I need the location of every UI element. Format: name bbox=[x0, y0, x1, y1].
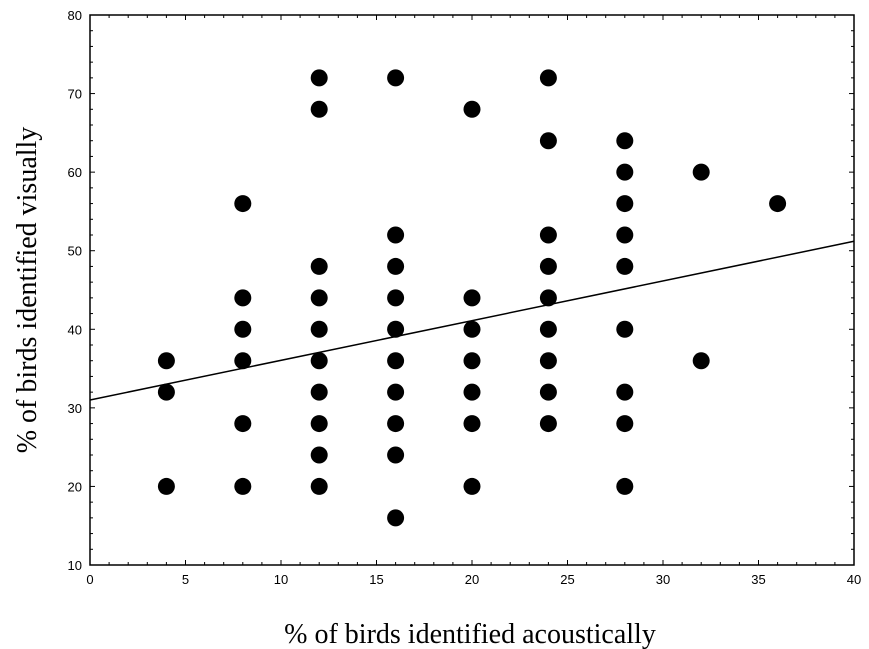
data-point bbox=[310, 477, 328, 495]
data-point bbox=[692, 352, 710, 370]
x-tick-label: 15 bbox=[369, 572, 383, 587]
data-point bbox=[463, 320, 481, 338]
data-point bbox=[539, 289, 557, 307]
data-point bbox=[463, 383, 481, 401]
data-point bbox=[463, 289, 481, 307]
data-point bbox=[539, 226, 557, 244]
x-tick-labels: 0 5 10 15 20 25 30 35 40 bbox=[86, 572, 861, 587]
data-point bbox=[616, 415, 634, 433]
x-tick-label: 40 bbox=[847, 572, 861, 587]
data-points bbox=[157, 69, 787, 527]
axis-ticks bbox=[89, 14, 855, 566]
data-point bbox=[539, 132, 557, 150]
x-tick-label: 30 bbox=[656, 572, 670, 587]
data-point bbox=[387, 69, 405, 87]
data-point bbox=[234, 415, 252, 433]
data-point bbox=[616, 132, 634, 150]
data-point bbox=[463, 415, 481, 433]
x-tick-label: 5 bbox=[182, 572, 189, 587]
data-point bbox=[234, 352, 252, 370]
data-point bbox=[387, 446, 405, 464]
y-tick-label: 40 bbox=[68, 322, 82, 337]
x-tick-label: 35 bbox=[751, 572, 765, 587]
data-point bbox=[616, 195, 634, 213]
data-point bbox=[387, 383, 405, 401]
data-point bbox=[157, 477, 175, 495]
data-point bbox=[539, 383, 557, 401]
y-tick-label: 80 bbox=[68, 8, 82, 23]
y-tick-label: 20 bbox=[68, 479, 82, 494]
data-point bbox=[234, 195, 252, 213]
data-point bbox=[616, 226, 634, 244]
data-point bbox=[539, 257, 557, 275]
data-point bbox=[387, 257, 405, 275]
x-tick-label: 0 bbox=[86, 572, 93, 587]
y-tick-labels: 10 20 30 40 50 60 70 80 bbox=[68, 8, 82, 573]
x-tick-label: 10 bbox=[274, 572, 288, 587]
x-axis-label: % of birds identified acoustically bbox=[284, 619, 656, 649]
x-tick-label: 25 bbox=[560, 572, 574, 587]
data-point bbox=[157, 383, 175, 401]
y-tick-label: 60 bbox=[68, 165, 82, 180]
y-tick-label: 50 bbox=[68, 244, 82, 259]
data-point bbox=[310, 289, 328, 307]
trend-line bbox=[89, 240, 855, 401]
data-point bbox=[310, 257, 328, 275]
data-point bbox=[310, 383, 328, 401]
data-point bbox=[387, 289, 405, 307]
data-point bbox=[310, 100, 328, 118]
data-point bbox=[692, 163, 710, 181]
data-point bbox=[310, 69, 328, 87]
data-point bbox=[616, 383, 634, 401]
y-tick-label: 10 bbox=[68, 558, 82, 573]
data-point bbox=[234, 320, 252, 338]
data-point bbox=[616, 320, 634, 338]
data-point bbox=[234, 477, 252, 495]
data-point bbox=[539, 352, 557, 370]
data-point bbox=[387, 320, 405, 338]
x-tick-label: 20 bbox=[465, 572, 479, 587]
data-point bbox=[310, 415, 328, 433]
data-point bbox=[387, 509, 405, 527]
data-point bbox=[463, 100, 481, 118]
data-point bbox=[616, 477, 634, 495]
data-point bbox=[616, 163, 634, 181]
data-point bbox=[463, 352, 481, 370]
data-point bbox=[387, 415, 405, 433]
data-point bbox=[234, 289, 252, 307]
y-axis-label: % of birds identified visually bbox=[12, 127, 43, 454]
data-point bbox=[539, 69, 557, 87]
data-point bbox=[387, 226, 405, 244]
y-tick-label: 70 bbox=[68, 87, 82, 102]
data-point bbox=[387, 352, 405, 370]
data-point bbox=[539, 320, 557, 338]
data-point bbox=[157, 352, 175, 370]
data-point bbox=[769, 195, 787, 213]
data-point bbox=[310, 446, 328, 464]
data-point bbox=[463, 477, 481, 495]
data-point bbox=[616, 257, 634, 275]
data-point bbox=[310, 352, 328, 370]
y-tick-label: 30 bbox=[68, 401, 82, 416]
data-point bbox=[539, 415, 557, 433]
data-point bbox=[310, 320, 328, 338]
